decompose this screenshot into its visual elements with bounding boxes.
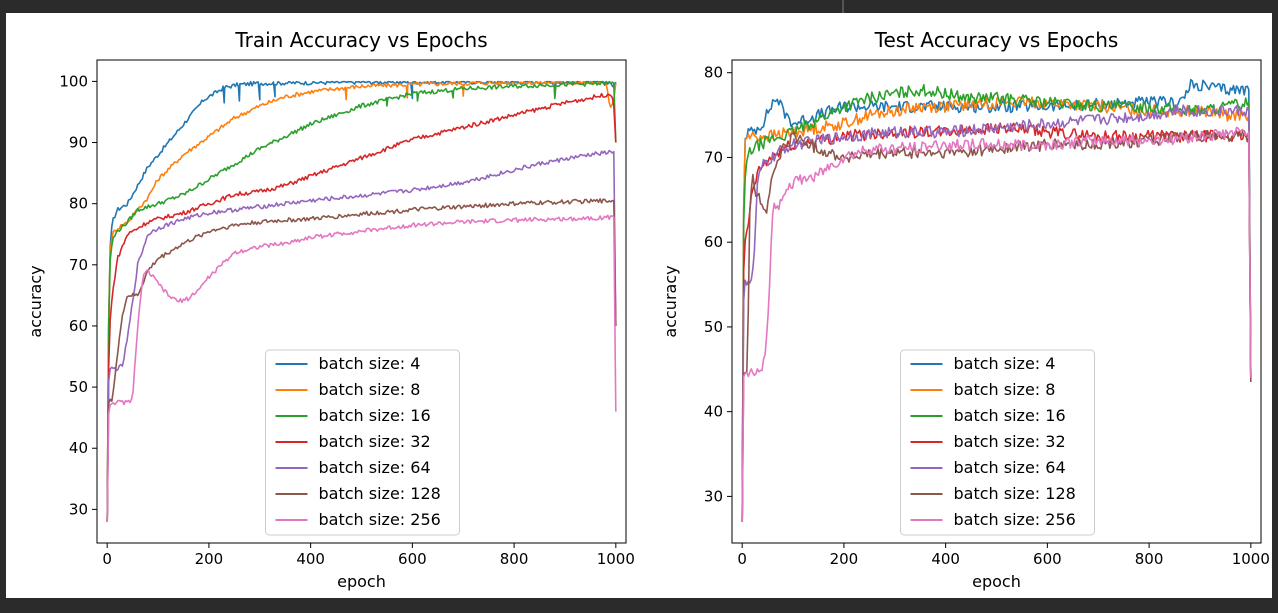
x-tick-label: 200 <box>830 550 859 568</box>
y-tick-label: 30 <box>69 500 88 518</box>
series-line-batch-size-4 <box>741 78 1252 522</box>
y-axis-label: accuracy <box>661 265 680 337</box>
y-tick-label: 70 <box>704 148 723 166</box>
plot-frame <box>96 59 627 544</box>
x-tick-label: 400 <box>296 550 325 568</box>
chart-title: Train Accuracy vs Epochs <box>234 28 487 52</box>
series-line-batch-size-16 <box>741 83 1252 522</box>
x-tick-label: 0 <box>737 550 747 568</box>
y-tick-label: 70 <box>69 256 88 274</box>
y-tick-label: 80 <box>704 64 723 82</box>
y-tick-label: 60 <box>69 317 88 335</box>
legend-entry: batch size: 128 <box>954 484 1076 503</box>
x-tick-label: 200 <box>195 550 224 568</box>
figure-svg: 0 200 400 600 800 100030405060708090100Train … <box>26 28 1270 591</box>
series-line-batch-size-8 <box>106 80 617 522</box>
x-axis-label: epoch <box>972 572 1021 591</box>
x-tick-label: 1000 <box>597 550 635 568</box>
legend-entry: batch size: 8 <box>954 380 1056 399</box>
legend-entry: batch size: 4 <box>319 354 421 373</box>
legend-box <box>900 349 1095 536</box>
series-line-batch-size-32 <box>741 122 1252 522</box>
legend: batch size: 4 batch size: 8 batch size: 16… <box>900 349 1095 536</box>
legend-entry: batch size: 256 <box>319 510 441 529</box>
window-divider <box>842 0 844 13</box>
figure-canvas: 0 200 400 600 800 1000 30 40 50 60 70 80 90 100 Train … <box>6 13 1272 598</box>
series-line-batch-size-64 <box>106 149 617 522</box>
series-lines <box>106 80 617 522</box>
x-tick-label: 0 <box>102 550 112 568</box>
x-tick-label: 600 <box>1033 550 1062 568</box>
legend-box <box>265 349 460 536</box>
legend: batch size: 4 batch size: 8 batch size: 16… <box>265 349 460 536</box>
x-tick-label: 600 <box>398 550 427 568</box>
legend-entry: batch size: 64 <box>319 458 431 477</box>
series-lines <box>741 78 1252 522</box>
y-axis-label: accuracy <box>26 265 45 337</box>
series-line-batch-size-256 <box>741 126 1252 522</box>
x-axis-label: epoch <box>337 572 386 591</box>
plot-frame <box>731 59 1262 544</box>
series-line-batch-size-16 <box>106 80 617 522</box>
legend-entry: batch size: 32 <box>954 432 1066 451</box>
legend-entry: batch size: 256 <box>954 510 1076 529</box>
y-tick-label: 60 <box>704 233 723 251</box>
y-tick-label: 40 <box>69 439 88 457</box>
test-accuracy-chart: 0 200 400 600 800 1000 30 40 50 60 70 80 Test Accura… <box>661 28 1270 591</box>
x-tick-label: 400 <box>931 550 960 568</box>
train-accuracy-chart: 0 200 400 600 800 1000 30 40 50 60 70 80 90 100 Train … <box>26 28 635 591</box>
y-tick-label: 100 <box>59 72 88 90</box>
y-tick-label: 30 <box>704 487 723 505</box>
legend-entry: batch size: 8 <box>319 380 421 399</box>
y-tick-label: 90 <box>69 134 88 152</box>
series-line-batch-size-256 <box>106 214 617 522</box>
legend-entry: batch size: 64 <box>954 458 1066 477</box>
y-tick-label: 50 <box>704 318 723 336</box>
series-line-batch-size-128 <box>741 129 1252 522</box>
series-line-batch-size-32 <box>106 92 617 522</box>
legend-entry: batch size: 16 <box>954 406 1066 425</box>
series-line-batch-size-128 <box>106 198 617 522</box>
legend-entry: batch size: 16 <box>319 406 431 425</box>
x-tick-label: 800 <box>1135 550 1164 568</box>
x-tick-label: 800 <box>500 550 529 568</box>
y-tick-label: 40 <box>704 403 723 421</box>
y-tick-label: 50 <box>69 378 88 396</box>
legend-entry: batch size: 4 <box>954 354 1056 373</box>
series-line-batch-size-64 <box>741 104 1252 522</box>
y-tick-label: 80 <box>69 195 88 213</box>
chart-title: Test Accuracy vs Epochs <box>874 28 1119 52</box>
legend-entry: batch size: 128 <box>319 484 441 503</box>
x-tick-label: 1000 <box>1232 550 1270 568</box>
series-line-batch-size-4 <box>106 80 617 522</box>
legend-entry: batch size: 32 <box>319 432 431 451</box>
